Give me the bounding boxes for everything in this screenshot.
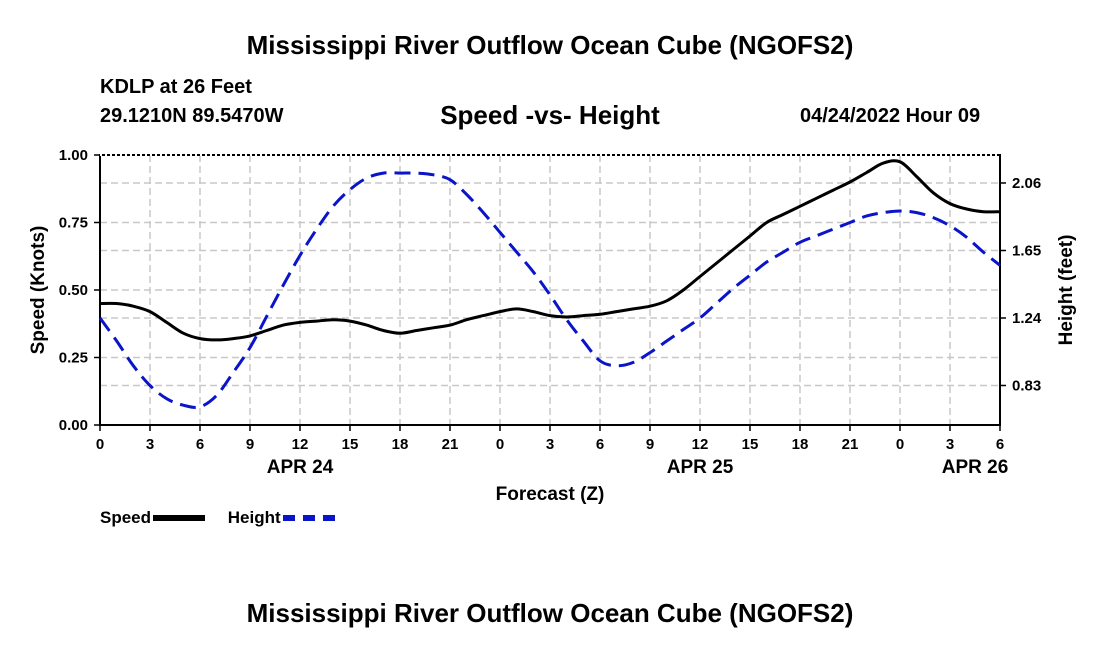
legend-item-speed: Speed [100, 508, 206, 528]
x-tick-label: 6 [196, 436, 204, 453]
chart-grid [100, 155, 1000, 425]
y-tick-label: 0.25 [59, 350, 88, 367]
x-tick-label: 9 [246, 436, 254, 453]
chart-ticks: 0 3 6 9 12 15 18 21 0 3 6 9 12 15 18 21 0 3 6 0.00 0.25 0.50 0… [59, 147, 1042, 478]
y2-tick-label: 0.83 [1012, 377, 1041, 394]
x-tick-label: 6 [996, 436, 1004, 453]
legend-height-swatch [282, 515, 335, 521]
y2-tick-label: 1.24 [1012, 310, 1042, 327]
y-tick-label: 0.50 [59, 282, 88, 299]
legend-speed-swatch [153, 515, 206, 521]
chart-series [98, 159, 1001, 410]
legend-speed-label: Speed [100, 508, 152, 527]
x-tick-label: 15 [342, 436, 359, 453]
x-tick-label: 6 [596, 436, 604, 453]
date-label: APR 24 [267, 457, 334, 478]
y2-axis-label: Height (feet) [1056, 235, 1077, 346]
x-tick-label: 21 [842, 436, 859, 453]
forecast-datetime: 04/24/2022 Hour 09 [800, 105, 981, 127]
y-tick-label: 0.00 [59, 417, 88, 434]
x-tick-label: 18 [392, 436, 409, 453]
legend: Speed Height [100, 508, 335, 528]
x-tick-label: 3 [946, 436, 954, 453]
series-line-height [98, 171, 1001, 410]
station-label: KDLP at 26 Feet [100, 76, 252, 98]
page-title-bottom: Mississippi River Outflow Ocean Cube (NG… [246, 598, 854, 628]
page-title-top: Mississippi River Outflow Ocean Cube (NG… [246, 30, 854, 60]
legend-height-label: Height [227, 508, 281, 527]
x-tick-label: 0 [896, 436, 904, 453]
date-label: APR 26 [942, 457, 1009, 478]
y-tick-label: 1.00 [59, 147, 88, 164]
x-tick-label: 21 [442, 436, 459, 453]
y-axis-label: Speed (Knots) [28, 226, 49, 355]
x-tick-label: 0 [96, 436, 104, 453]
chart-title: Speed -vs- Height [440, 100, 660, 130]
x-tick-label: 9 [646, 436, 654, 453]
x-tick-label: 12 [692, 436, 709, 453]
x-tick-label: 0 [496, 436, 504, 453]
coordinates-label: 29.1210N 89.5470W [100, 105, 284, 127]
y-tick-label: 0.75 [59, 215, 88, 232]
x-axis-label: Forecast (Z) [496, 484, 605, 505]
series-line-speed [99, 159, 1001, 342]
x-tick-label: 12 [292, 436, 309, 453]
x-tick-label: 3 [146, 436, 154, 453]
x-tick-label: 15 [742, 436, 759, 453]
date-label: APR 25 [667, 457, 734, 478]
y2-tick-label: 2.06 [1012, 175, 1041, 192]
x-tick-label: 18 [792, 436, 809, 453]
legend-item-height: Height [228, 508, 335, 528]
y2-tick-label: 1.65 [1012, 242, 1041, 259]
x-tick-label: 3 [546, 436, 554, 453]
